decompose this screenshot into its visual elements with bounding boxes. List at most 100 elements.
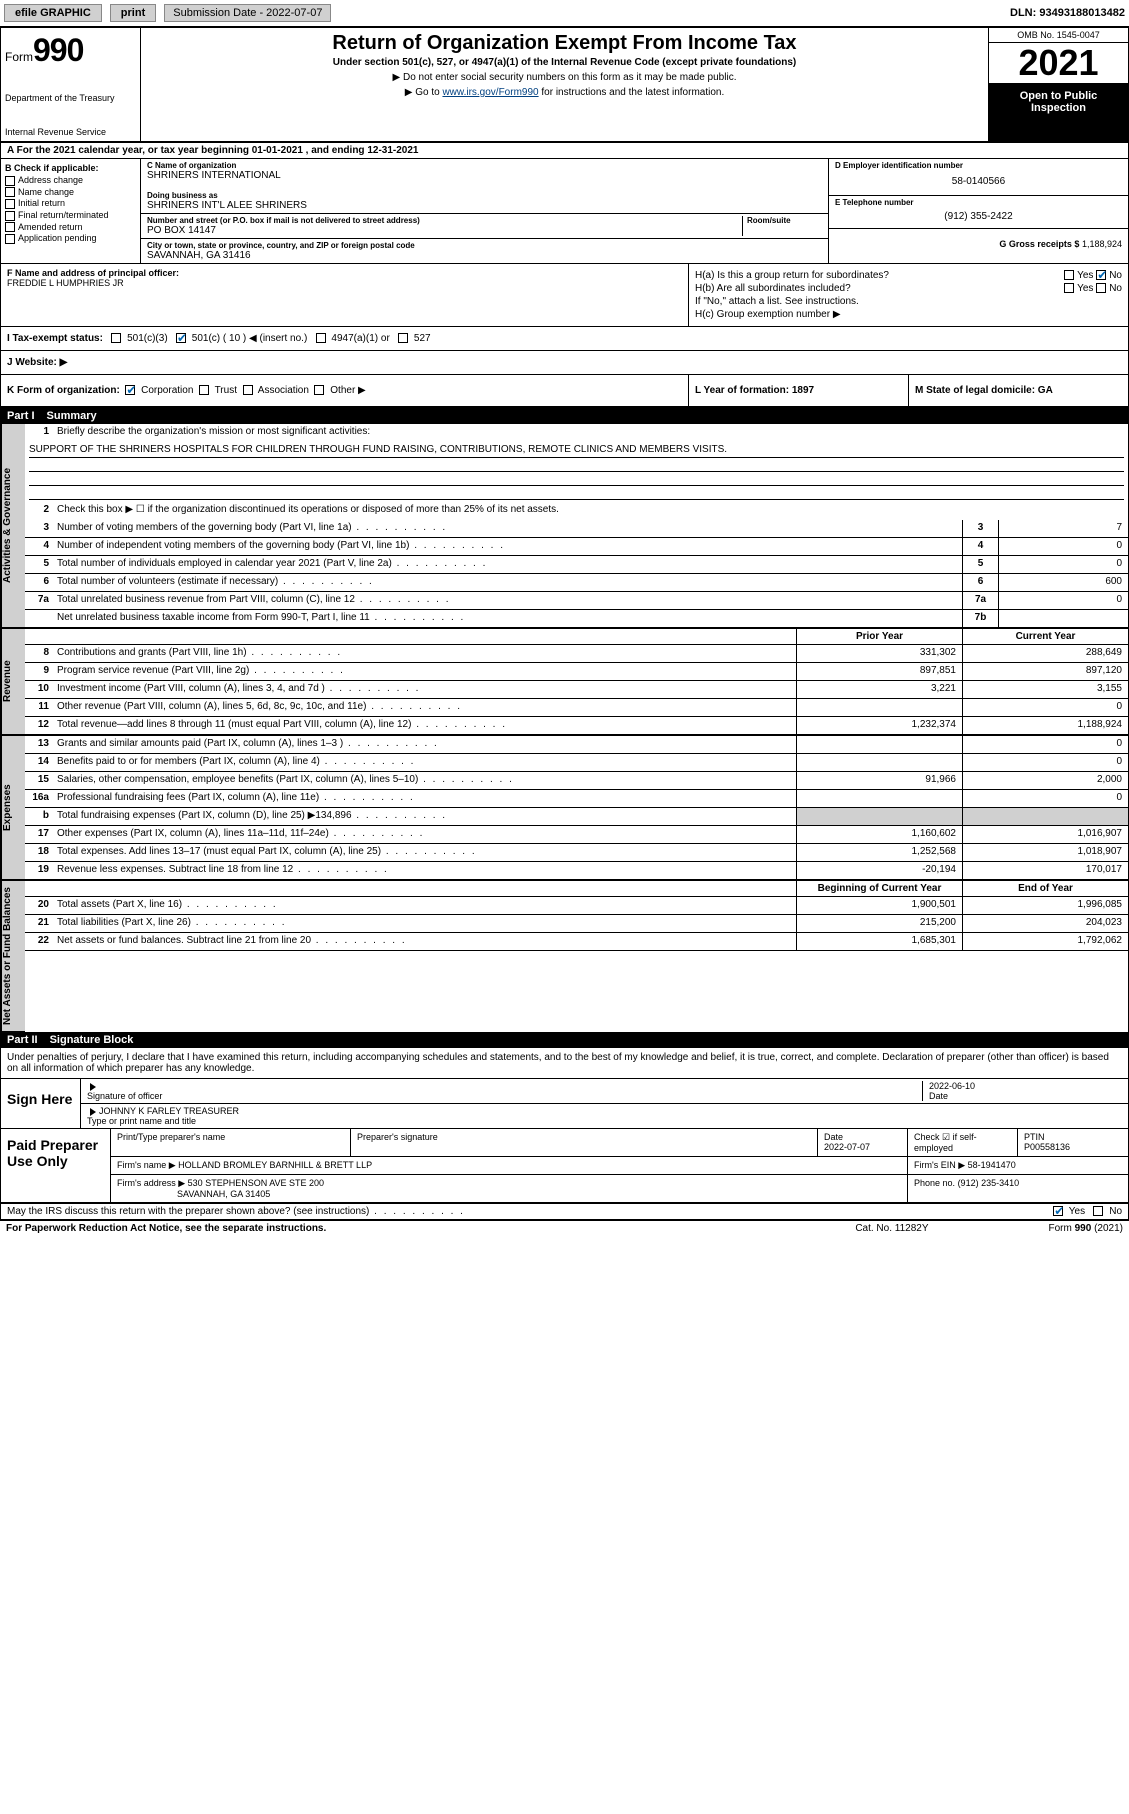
chk-initial-return[interactable]: Initial return xyxy=(5,198,136,209)
line-num: b xyxy=(25,808,53,825)
line-box: 6 xyxy=(962,574,998,591)
firm-ein-cell: Firm's EIN ▶ 58-1941470 xyxy=(908,1157,1128,1174)
prep-ptin-cell: PTINP00558136 xyxy=(1018,1129,1128,1156)
line-num: 18 xyxy=(25,844,53,861)
chk-amended[interactable]: Amended return xyxy=(5,222,136,233)
tax-year: 2021 xyxy=(989,43,1128,84)
checkbox-icon xyxy=(5,234,15,244)
firm-addr-cell: Firm's address ▶ 530 STEPHENSON AVE STE … xyxy=(111,1175,908,1202)
prior-value: 1,685,301 xyxy=(796,933,962,950)
prior-value xyxy=(796,790,962,807)
ssn-note: ▶ Do not enter social security numbers o… xyxy=(149,72,980,83)
hc-line: H(c) Group exemption number ▶ xyxy=(695,309,1122,320)
checkbox-icon xyxy=(316,333,326,343)
chk-app-pending[interactable]: Application pending xyxy=(5,233,136,244)
chk-address-change[interactable]: Address change xyxy=(5,175,136,186)
line-value: 0 xyxy=(998,592,1128,609)
line-text: Total unrelated business revenue from Pa… xyxy=(53,592,962,609)
summary-line: 8Contributions and grants (Part VIII, li… xyxy=(25,645,1128,663)
form-id-block: Form990 Department of the Treasury Inter… xyxy=(1,28,141,141)
prep-header-line: Print/Type preparer's name Preparer's si… xyxy=(111,1129,1128,1157)
tax-exempt-label: I Tax-exempt status: xyxy=(7,333,103,344)
checkbox-icon xyxy=(5,176,15,186)
line-text: Revenue less expenses. Subtract line 18 … xyxy=(53,862,796,879)
summary-line: 6Total number of volunteers (estimate if… xyxy=(25,574,1128,592)
tel-cell: E Telephone number (912) 355-2422 xyxy=(829,196,1128,229)
form-header: Form990 Department of the Treasury Inter… xyxy=(1,28,1128,143)
opt-4947: 4947(a)(1) or xyxy=(331,333,389,344)
opt-other: Other ▶ xyxy=(330,385,365,396)
summary-line: 10Investment income (Part VIII, column (… xyxy=(25,681,1128,699)
instructions-link[interactable]: www.irs.gov/Form990 xyxy=(442,87,538,98)
prep-name-hdr: Print/Type preparer's name xyxy=(111,1129,351,1156)
net-col-headers: Beginning of Current Year End of Year xyxy=(25,881,1128,897)
line-box: 7a xyxy=(962,592,998,609)
mission-block: SUPPORT OF THE SHRINERS HOSPITALS FOR CH… xyxy=(25,442,1128,502)
checkbox-icon xyxy=(1093,1206,1103,1216)
box-c: C Name of organization SHRINERS INTERNAT… xyxy=(141,159,828,263)
line-text: Total expenses. Add lines 13–17 (must eq… xyxy=(53,844,796,861)
checkbox-icon xyxy=(5,211,15,221)
row-klm: K Form of organization: Corporation Trus… xyxy=(1,375,1128,408)
year-formation: L Year of formation: 1897 xyxy=(695,385,814,396)
efile-button[interactable]: efile GRAPHIC xyxy=(4,4,102,22)
gross-value: 1,188,924 xyxy=(1082,239,1122,249)
summary-line: 5Total number of individuals employed in… xyxy=(25,556,1128,574)
prior-value: 3,221 xyxy=(796,681,962,698)
prior-value xyxy=(796,808,962,825)
print-button[interactable]: print xyxy=(110,4,156,22)
line-text: Other expenses (Part IX, column (A), lin… xyxy=(53,826,796,843)
hdr-blank xyxy=(25,629,796,644)
sign-here-label: Sign Here xyxy=(1,1079,81,1128)
line-text: Briefly describe the organization's miss… xyxy=(53,424,1128,442)
prior-value: 897,851 xyxy=(796,663,962,680)
chk-label: Address change xyxy=(18,175,83,185)
sign-fields: Signature of officer 2022-06-10Date JOHN… xyxy=(81,1079,1128,1128)
mission-text: SUPPORT OF THE SHRINERS HOSPITALS FOR CH… xyxy=(29,444,1124,458)
line-text: Program service revenue (Part VIII, line… xyxy=(53,663,796,680)
summary-line: 3Number of voting members of the governi… xyxy=(25,520,1128,538)
box-b-header: B Check if applicable: xyxy=(5,163,136,173)
line-text: Total number of individuals employed in … xyxy=(53,556,962,573)
chk-final-return[interactable]: Final return/terminated xyxy=(5,210,136,221)
ein-value: 58-0140566 xyxy=(835,170,1122,193)
opt-corp: Corporation xyxy=(141,385,193,396)
line-text: Contributions and grants (Part VIII, lin… xyxy=(53,645,796,662)
row-a-period: A For the 2021 calendar year, or tax yea… xyxy=(1,143,1128,159)
line-num: 19 xyxy=(25,862,53,879)
part1-title: Summary xyxy=(47,410,97,422)
opt-assoc: Association xyxy=(258,385,309,396)
line-text: Check this box ▶ ☐ if the organization d… xyxy=(53,502,1128,520)
part2-num: Part II xyxy=(7,1034,38,1046)
chk-name-change[interactable]: Name change xyxy=(5,187,136,198)
form-title: Return of Organization Exempt From Incom… xyxy=(149,32,980,55)
prior-value: 331,302 xyxy=(796,645,962,662)
current-value: 170,017 xyxy=(962,862,1128,879)
cat-no: Cat. No. 11282Y xyxy=(855,1223,928,1234)
firm-name-cell: Firm's name ▶ HOLLAND BROMLEY BARNHILL &… xyxy=(111,1157,908,1174)
prep-fields: Print/Type preparer's name Preparer's si… xyxy=(111,1129,1128,1202)
line-text: Benefits paid to or for members (Part IX… xyxy=(53,754,796,771)
summary-line: 14Benefits paid to or for members (Part … xyxy=(25,754,1128,772)
current-value: 1,188,924 xyxy=(962,717,1128,734)
prior-value: 215,200 xyxy=(796,915,962,932)
name-title-label: Type or print name and title xyxy=(87,1116,196,1126)
summary-line: 17Other expenses (Part IX, column (A), l… xyxy=(25,826,1128,844)
prep-self-emp: Check ☑ if self-employed xyxy=(908,1129,1018,1156)
line-num: 15 xyxy=(25,772,53,789)
sig-date-value: 2022-06-10 xyxy=(929,1081,975,1091)
hb-note: If "No," attach a list. See instructions… xyxy=(695,296,1122,307)
line-1: 1 Briefly describe the organization's mi… xyxy=(25,424,1128,442)
sig-officer-line: Signature of officer 2022-06-10Date xyxy=(81,1079,1128,1104)
prior-value: -20,194 xyxy=(796,862,962,879)
officer-name: FREDDIE L HUMPHRIES JR xyxy=(7,278,124,288)
part1-num: Part I xyxy=(7,410,35,422)
room-label: Room/suite xyxy=(747,216,822,225)
prep-firm-line: Firm's name ▶ HOLLAND BROMLEY BARNHILL &… xyxy=(111,1157,1128,1175)
org-name: SHRINERS INTERNATIONAL xyxy=(147,170,822,181)
city-cell: City or town, state or province, country… xyxy=(141,239,828,263)
checkbox-icon xyxy=(1064,270,1074,280)
row-m-state: M State of legal domicile: GA xyxy=(908,375,1128,406)
side-label-expenses: Expenses xyxy=(1,736,25,880)
paid-preparer-label: Paid Preparer Use Only xyxy=(1,1129,111,1202)
